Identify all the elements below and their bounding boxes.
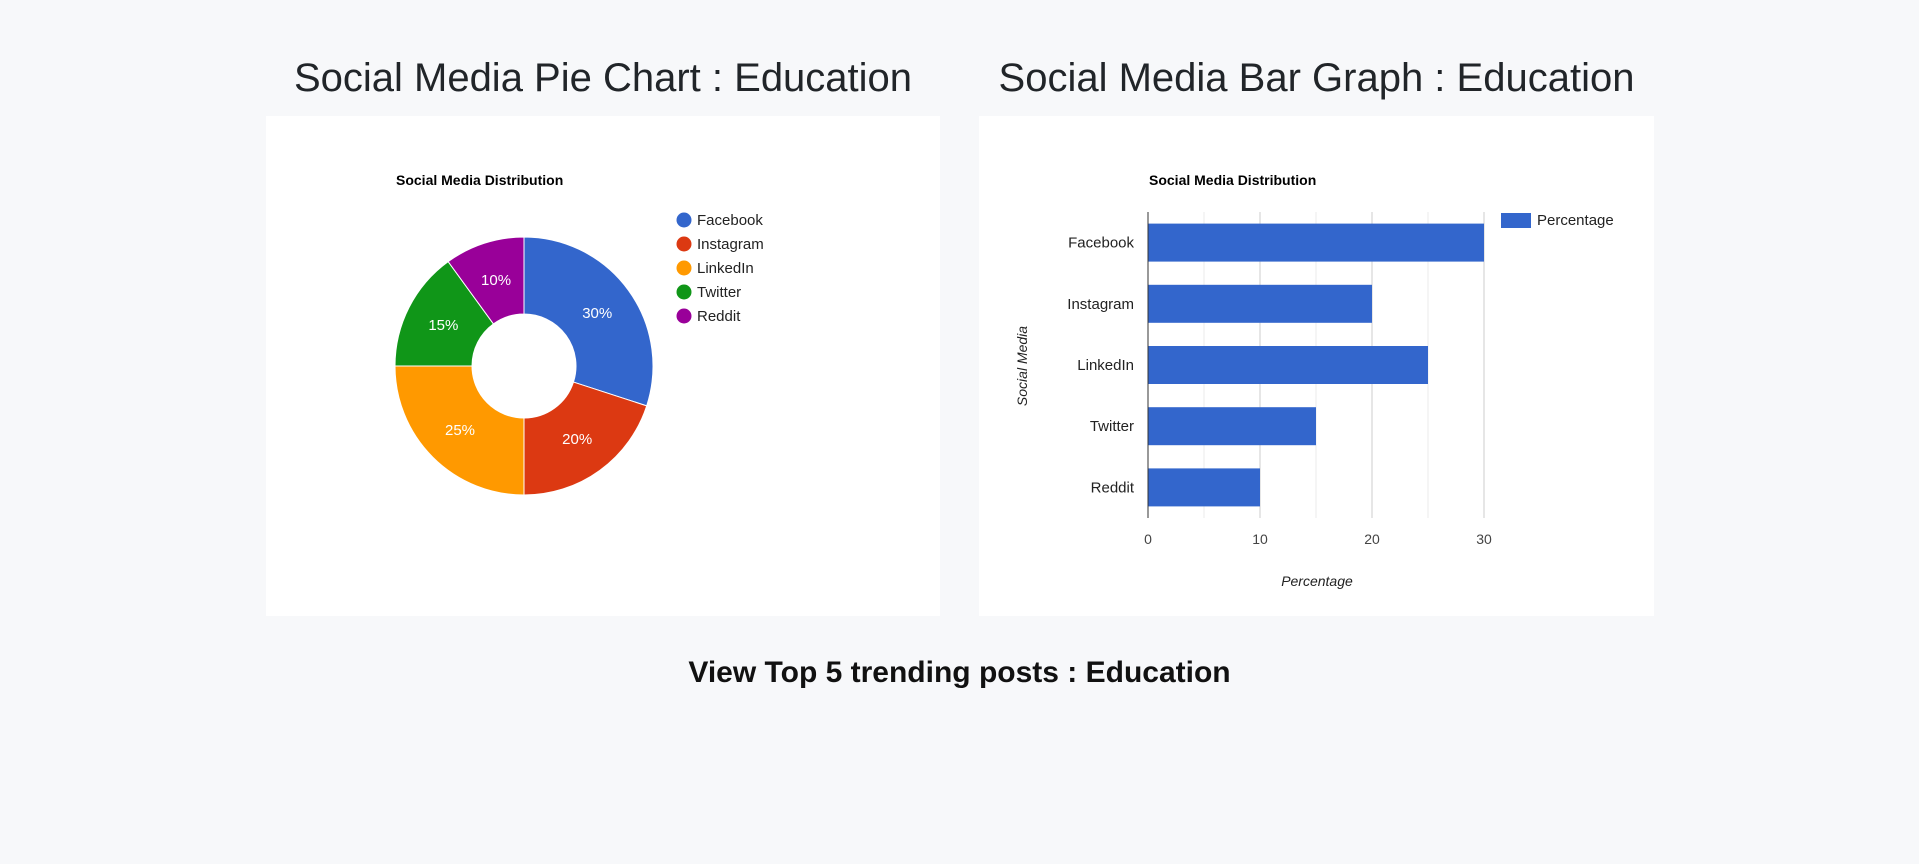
- pie-legend-item-reddit[interactable]: Reddit: [676, 308, 742, 325]
- pie-legend-item-twitter[interactable]: Twitter: [676, 284, 742, 301]
- bar-twitter[interactable]: [1148, 407, 1316, 446]
- pie-slice-reddit[interactable]: [447, 236, 525, 325]
- legend-label: Twitter: [697, 284, 741, 301]
- x-tick-label: 30: [1476, 531, 1492, 547]
- bar-reddit[interactable]: [1148, 468, 1260, 507]
- pie-slice-instagram[interactable]: [523, 381, 648, 496]
- y-category-label: Reddit: [1091, 479, 1135, 496]
- bar-chart-card: Social Media Distribution Facebook Instag…: [979, 116, 1654, 616]
- pie-legend-item-instagram[interactable]: Instagram: [676, 236, 764, 253]
- y-category-label: Facebook: [1068, 235, 1134, 252]
- legend-marker: [676, 260, 692, 276]
- legend-marker: [676, 284, 692, 300]
- y-category-label: LinkedIn: [1077, 357, 1134, 374]
- y-category-label: Twitter: [1090, 418, 1134, 435]
- pie-legend-item-facebook[interactable]: Facebook: [676, 212, 764, 229]
- legend-swatch: [1501, 213, 1531, 228]
- pie-slice-label-twitter: 15%: [428, 317, 458, 334]
- bar-legend-item-percentage[interactable]: Percentage: [1501, 212, 1614, 229]
- x-tick-label: 20: [1364, 531, 1380, 547]
- bar-chart-title: Social Media Distribution: [1149, 172, 1316, 188]
- legend-label: LinkedIn: [697, 260, 754, 277]
- legend-label: Percentage: [1537, 212, 1614, 229]
- pie-slice-label-linkedin: 25%: [445, 422, 475, 439]
- legend-label: Instagram: [697, 236, 764, 253]
- legend-marker: [676, 212, 692, 228]
- y-category-label: Instagram: [1067, 296, 1134, 313]
- y-axis-title: Social Media: [1014, 326, 1030, 406]
- x-tick-label: 10: [1252, 531, 1268, 547]
- pie-chart-heading: Social Media Pie Chart : Education: [293, 56, 913, 100]
- pie-chart-title: Social Media Distribution: [396, 172, 563, 188]
- bar-graph-heading: Social Media Bar Graph : Education: [998, 56, 1635, 100]
- x-tick-label: 0: [1144, 531, 1152, 547]
- pie-slice-label-instagram: 20%: [562, 431, 592, 448]
- pie-slice-linkedin[interactable]: [394, 365, 525, 496]
- pie-chart: Social Media Distribution 30% 20% 25% 15% 10…: [394, 172, 764, 496]
- pie-slice-facebook[interactable]: [523, 236, 654, 407]
- bar-chart: Social Media Distribution Facebook Instag…: [1014, 172, 1614, 589]
- bar-facebook[interactable]: [1148, 223, 1484, 262]
- legend-label: Reddit: [697, 308, 741, 325]
- bar-linkedin[interactable]: [1148, 346, 1428, 384]
- legend-marker: [676, 236, 692, 252]
- trending-posts-link[interactable]: View Top 5 trending posts : Education: [688, 656, 1231, 689]
- pie-legend-item-linkedin[interactable]: LinkedIn: [676, 260, 754, 277]
- bar-instagram[interactable]: [1148, 284, 1372, 323]
- pie-chart-card: Social Media Distribution 30% 20% 25% 15% 10…: [266, 116, 940, 616]
- legend-marker: [676, 308, 692, 324]
- legend-label: Facebook: [697, 212, 763, 229]
- x-axis-title: Percentage: [1281, 573, 1353, 589]
- pie-slice-label-reddit: 10%: [481, 272, 511, 289]
- pie-slice-label-facebook: 30%: [582, 305, 612, 322]
